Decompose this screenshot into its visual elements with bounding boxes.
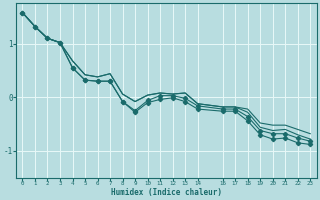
X-axis label: Humidex (Indice chaleur): Humidex (Indice chaleur): [111, 188, 222, 197]
